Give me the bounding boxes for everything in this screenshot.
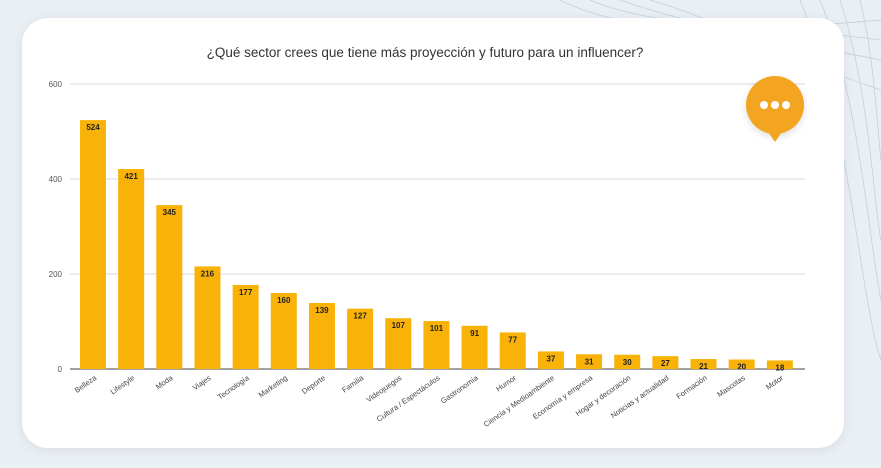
data-label: 31 <box>585 357 594 366</box>
y-tick-label: 600 <box>49 80 63 89</box>
data-label: 37 <box>546 354 555 363</box>
x-tick-label: Motor <box>764 373 785 392</box>
x-tick-label: Moda <box>154 373 175 392</box>
data-label: 177 <box>239 288 253 297</box>
bar <box>347 308 374 369</box>
data-label: 345 <box>163 208 177 217</box>
data-label: 20 <box>737 363 746 372</box>
bar <box>270 293 297 369</box>
bar <box>576 354 603 369</box>
x-tick-label: Marketing <box>257 373 289 399</box>
x-tick-label: Belleza <box>73 373 99 395</box>
data-label: 160 <box>277 296 291 305</box>
dot-icon <box>771 101 779 109</box>
data-label: 21 <box>699 362 708 371</box>
y-tick-label: 0 <box>58 365 63 374</box>
data-label: 77 <box>508 335 517 344</box>
bar <box>385 318 412 369</box>
data-label: 101 <box>430 324 444 333</box>
data-label: 127 <box>353 312 367 321</box>
dot-icon <box>760 101 768 109</box>
x-tick-label: Viajes <box>191 373 213 392</box>
bar <box>156 205 183 369</box>
data-label: 107 <box>392 321 406 330</box>
dot-icon <box>782 101 790 109</box>
data-label: 524 <box>86 123 100 132</box>
x-tick-label: Formación <box>674 373 708 401</box>
x-tick-label: Ciencia y Medioambiente <box>482 373 556 429</box>
bar <box>690 359 717 369</box>
data-label: 421 <box>124 172 138 181</box>
x-tick-label: Humor <box>494 373 518 394</box>
x-tick-label: Lifestyle <box>109 373 137 396</box>
chat-bubble-icon[interactable] <box>746 76 804 142</box>
data-label: 216 <box>201 269 215 278</box>
chart-title: ¿Qué sector crees que tiene más proyecci… <box>207 45 644 60</box>
bar <box>118 169 145 369</box>
data-label: 139 <box>315 306 329 315</box>
bar <box>614 354 641 369</box>
x-tick-label: Gastronomía <box>439 373 480 406</box>
bar <box>308 302 335 369</box>
bar <box>652 356 679 369</box>
bar <box>194 266 221 369</box>
x-tick-label: Deporte <box>300 373 327 396</box>
x-tick-label: Tecnología <box>216 373 252 402</box>
bar <box>766 360 793 369</box>
bar <box>537 351 564 369</box>
y-tick-label: 200 <box>49 270 63 279</box>
y-tick-label: 400 <box>49 175 63 184</box>
bar <box>499 332 526 369</box>
data-label: 30 <box>623 358 632 367</box>
data-label: 27 <box>661 359 670 368</box>
bar <box>80 120 106 369</box>
data-label: 18 <box>775 363 784 372</box>
x-tick-label: Familia <box>340 373 366 395</box>
bar <box>461 325 488 369</box>
data-label: 91 <box>470 329 479 338</box>
x-tick-label: Cultura / Espectáculos <box>375 373 442 424</box>
bar <box>728 359 755 369</box>
x-tick-label: Mascotas <box>715 373 747 399</box>
bar <box>232 284 259 369</box>
bar <box>423 321 450 369</box>
